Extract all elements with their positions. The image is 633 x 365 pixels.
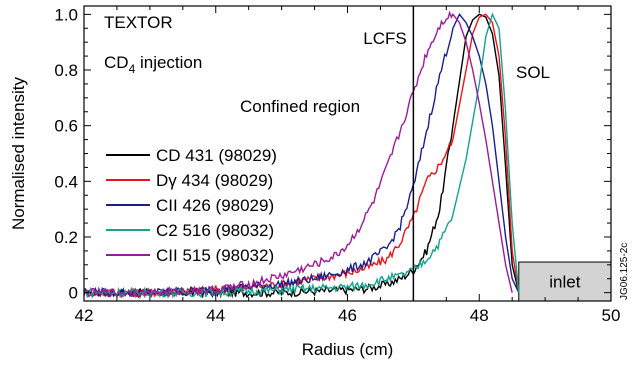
legend-label: Dγ 434 (98029) xyxy=(156,171,273,190)
annotation-textor: TEXTOR xyxy=(104,13,173,32)
x-tick-label: 48 xyxy=(470,306,489,325)
legend-label: CII 515 (98032) xyxy=(156,246,274,265)
x-axis-label: Radius (cm) xyxy=(302,340,394,359)
y-tick-label: 0.4 xyxy=(54,172,78,191)
x-tick-label: 44 xyxy=(206,306,225,325)
y-tick-label: 0.8 xyxy=(54,61,78,80)
legend-label: CD 431 (98029) xyxy=(156,146,277,165)
inlet-label: inlet xyxy=(549,273,580,292)
legend: CD 431 (98029) Dγ 434 (98029) CII 426 (980… xyxy=(106,146,277,265)
y-tick-label: 0 xyxy=(69,284,78,303)
annotation-confined-region: Confined region xyxy=(240,97,360,116)
y-axis-label: Normalised intensity xyxy=(9,76,28,230)
annotation-lcfs: LCFS xyxy=(363,29,406,48)
legend-label: CII 426 (98029) xyxy=(156,196,274,215)
y-axis: 0 0.2 0.4 0.6 0.8 1.0 xyxy=(54,5,611,303)
x-tick-label: 50 xyxy=(602,306,621,325)
injection-rest: injection xyxy=(135,53,202,72)
annotation-injection: CD4 injection xyxy=(104,53,202,76)
series-line xyxy=(83,10,513,299)
x-tick-label: 42 xyxy=(75,306,94,325)
inlet-region xyxy=(518,261,612,302)
legend-label: C2 516 (98032) xyxy=(156,221,274,240)
y-tick-label: 0.2 xyxy=(54,228,78,247)
injection-main: CD xyxy=(104,53,129,72)
x-axis: 42 44 46 48 50 xyxy=(75,6,621,325)
x-tick-label: 46 xyxy=(338,306,357,325)
y-tick-label: 1.0 xyxy=(54,5,78,24)
y-tick-label: 0.6 xyxy=(54,117,78,136)
injection-subscript: 4 xyxy=(129,62,136,76)
annotation-sol: SOL xyxy=(516,63,550,82)
figure-id: JG06.125-2c xyxy=(619,243,630,300)
series-group xyxy=(83,10,520,300)
